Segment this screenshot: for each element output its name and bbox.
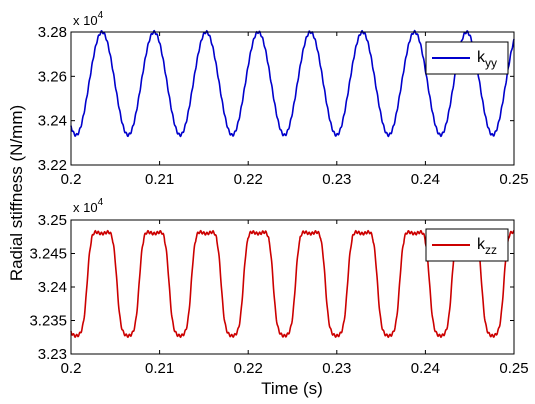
x-axis-title: Time (s) [261, 379, 323, 398]
top-x-tick-label: 0.23 [322, 171, 351, 188]
bottom-y-tick-label: 3.235 [29, 313, 67, 330]
bottom-axes-frame [70, 219, 515, 355]
top-legend: kyy [425, 41, 509, 75]
bottom-y-exponent-power: 4 [98, 197, 104, 208]
bottom-y-exponent: x 104 [73, 197, 104, 215]
legend-label-kzz-sub: zz [485, 243, 497, 257]
bottom-x-tick-label: 0.2 [61, 360, 82, 377]
top-x-tick-label: 0.25 [499, 171, 528, 188]
top-y-tick-labels: 3.22 3.24 3.26 3.28 [38, 24, 67, 174]
top-x-tick-labels: 0.2 0.21 0.22 0.23 0.24 0.25 [61, 171, 529, 188]
top-y-exponent-power: 4 [98, 10, 104, 21]
top-series-layer [70, 29, 515, 138]
top-series-line-kyy [70, 29, 515, 138]
bottom-y-tick-labels: 3.23 3.235 3.24 3.245 3.25 [29, 212, 67, 363]
top-x-tick-label: 0.21 [145, 171, 174, 188]
bottom-x-tick-label: 0.24 [411, 360, 440, 377]
bottom-x-tick-label: 0.23 [322, 360, 351, 377]
bottom-y-tick-label: 3.24 [38, 279, 67, 296]
top-y-tick-label: 3.26 [38, 68, 67, 85]
top-axes-frame [70, 31, 515, 166]
legend-label-kyy: kyy [477, 49, 497, 70]
top-x-tick-label: 0.2 [61, 171, 82, 188]
top-y-tick-label: 3.22 [38, 157, 67, 174]
top-y-exponent: x 104 [73, 10, 104, 28]
top-y-tick-label: 3.24 [38, 113, 67, 130]
bottom-series-layer [70, 229, 515, 339]
bottom-panel: 0.2 0.21 0.22 0.23 0.24 0.25 3.233.2353.243.2… [29, 197, 528, 377]
bottom-y-tick-label: 3.25 [38, 212, 67, 229]
top-x-tick-label: 0.24 [411, 171, 440, 188]
top-y-tick-label: 3.28 [38, 24, 67, 41]
bottom-x-tick-labels: 0.2 0.21 0.22 0.23 0.24 0.25 [61, 360, 529, 377]
top-x-tick-label: 0.22 [234, 171, 263, 188]
legend-label-kzz: kzz [477, 236, 497, 257]
legend-label-kzz-base: k [477, 236, 486, 253]
top-y-exponent-base: x 10 [73, 13, 98, 28]
bottom-x-tick-label: 0.22 [234, 360, 263, 377]
bottom-y-tick-label: 3.23 [38, 346, 67, 363]
bottom-y-exponent-base: x 10 [73, 200, 98, 215]
y-axis-title: Radial stiffness (N/mm) [7, 105, 26, 281]
bottom-x-tick-label: 0.21 [145, 360, 174, 377]
bottom-x-tick-label: 0.25 [499, 360, 528, 377]
bottom-series-line-kzz [70, 229, 515, 339]
bottom-y-tick-label: 3.245 [29, 246, 67, 263]
legend-label-kyy-base: k [477, 49, 486, 66]
top-panel: 0.2 0.21 0.22 0.23 0.24 0.25 3.22 3.24 3.26 3.28… [38, 10, 529, 188]
legend-label-kyy-sub: yy [485, 56, 497, 70]
bottom-legend: kzz [425, 228, 509, 262]
